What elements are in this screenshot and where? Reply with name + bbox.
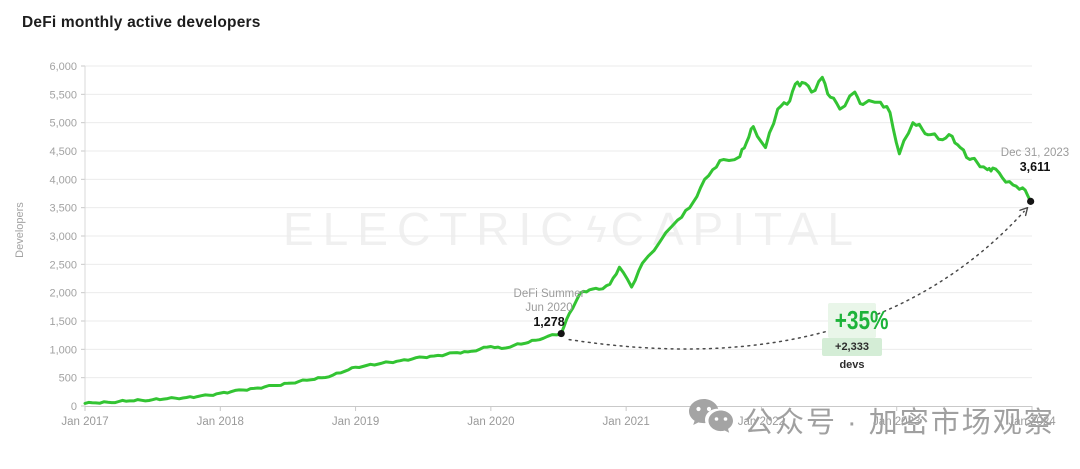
svg-text:500: 500 bbox=[59, 373, 77, 385]
svg-text:5,000: 5,000 bbox=[49, 118, 77, 130]
svg-text:3,000: 3,000 bbox=[49, 231, 77, 243]
wechat-icon bbox=[689, 399, 733, 433]
growth-badge: +35% +2,333 devs bbox=[822, 303, 889, 371]
growth-percent: +35% bbox=[828, 303, 889, 338]
chart-title: DeFi monthly active developers bbox=[22, 14, 261, 31]
endpoint-annotation: Dec 31, 2023 3,611 bbox=[975, 146, 1080, 175]
endpoint-value: 3,611 bbox=[1019, 160, 1051, 174]
electric-capital-watermark: ELECTRIC ϟCAPITAL bbox=[283, 202, 862, 256]
watermark-word-right: CAPITAL bbox=[610, 203, 862, 255]
svg-text:Jan 2024: Jan 2024 bbox=[1008, 416, 1056, 428]
svg-text:5,500: 5,500 bbox=[49, 89, 77, 101]
svg-text:Jan 2018: Jan 2018 bbox=[197, 416, 244, 428]
svg-text:2,500: 2,500 bbox=[49, 259, 77, 271]
svg-text:6,000: 6,000 bbox=[49, 61, 77, 73]
growth-devs: +2,333 devs bbox=[822, 338, 882, 371]
wechat-watermark-text: 公众号 · 加密市场观察 bbox=[744, 407, 1055, 439]
endpoint-date: Dec 31, 2023 bbox=[1000, 147, 1070, 159]
svg-text:Jan 2020: Jan 2020 bbox=[467, 416, 514, 428]
svg-text:Jan 2021: Jan 2021 bbox=[602, 416, 649, 428]
svg-text:2,000: 2,000 bbox=[49, 288, 77, 300]
svg-text:4,500: 4,500 bbox=[49, 146, 77, 158]
svg-text:Jan 2019: Jan 2019 bbox=[332, 416, 379, 428]
svg-text:1,500: 1,500 bbox=[49, 316, 77, 328]
wechat-watermark: 公众号 · 加密市场观察 bbox=[686, 396, 1055, 444]
defi-summer-annotation: DeFi Summer Jun 2020 1,278 bbox=[489, 287, 609, 330]
watermark-word-left: ELECTRIC bbox=[283, 203, 583, 255]
svg-text:3,500: 3,500 bbox=[49, 203, 77, 215]
svg-text:Jan 2023: Jan 2023 bbox=[873, 416, 920, 428]
lightning-bolt-icon: ϟ bbox=[586, 209, 607, 251]
svg-text:Jan 2017: Jan 2017 bbox=[61, 416, 108, 428]
svg-text:1,000: 1,000 bbox=[49, 344, 77, 356]
svg-text:Jan 2022: Jan 2022 bbox=[738, 416, 785, 428]
y-axis-title: Developers bbox=[14, 202, 26, 258]
defi-summer-value: 1,278 bbox=[533, 315, 565, 329]
defi-summer-date: Jun 2020 bbox=[525, 302, 573, 314]
svg-text:0: 0 bbox=[71, 401, 77, 413]
svg-text:4,000: 4,000 bbox=[49, 174, 77, 186]
defi-summer-label: DeFi Summer bbox=[513, 288, 585, 300]
